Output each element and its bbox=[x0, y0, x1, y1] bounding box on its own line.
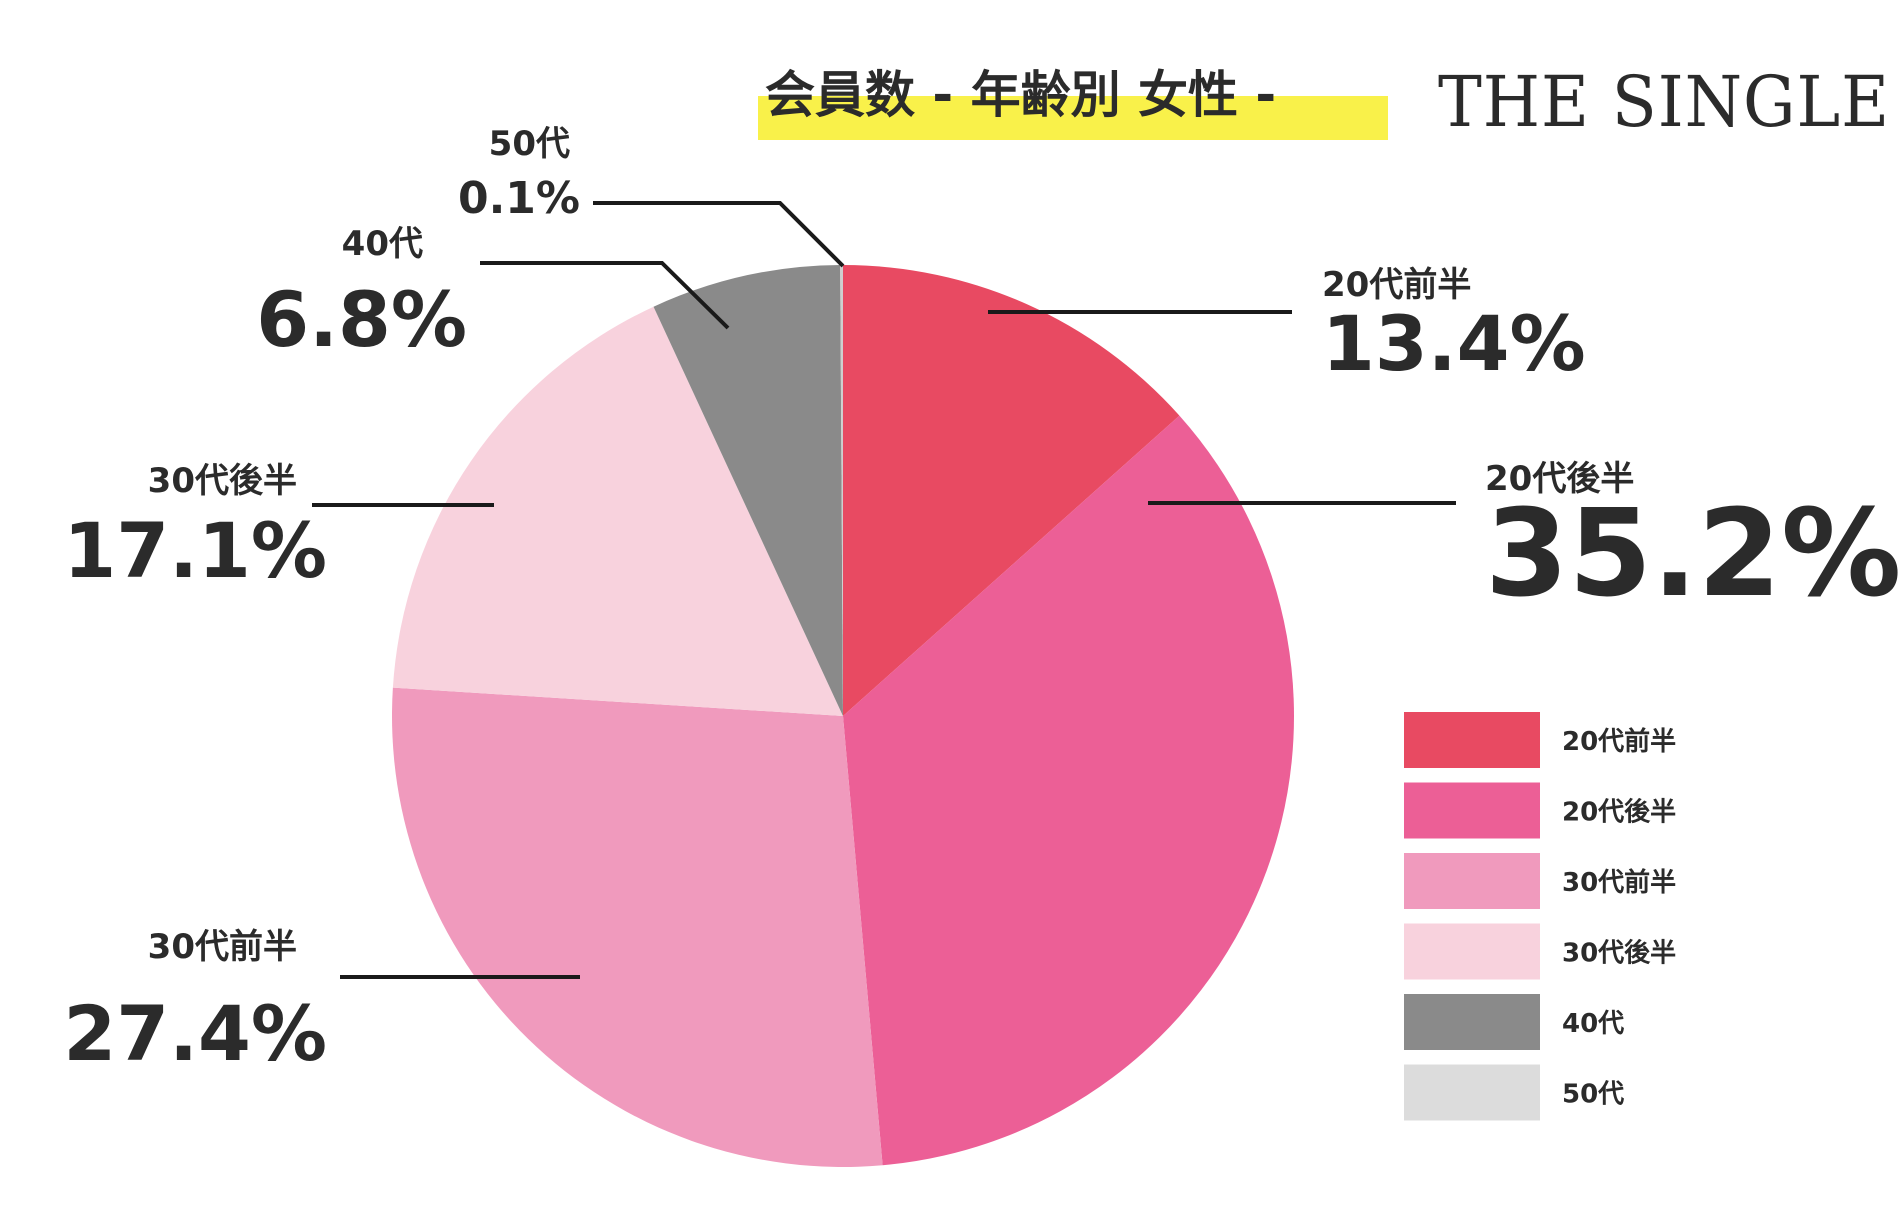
slice-category-label-6: 50代 bbox=[489, 124, 570, 164]
brand-logo: THE SINGLE bbox=[1438, 61, 1890, 143]
slice-value-label-3: 27.4% bbox=[63, 989, 327, 1078]
leader-line-5 bbox=[480, 261, 730, 330]
slice-category-label-1: 20代前半 bbox=[1322, 265, 1471, 305]
leader-lines bbox=[312, 201, 1456, 979]
slice-category-label-5: 40代 bbox=[342, 224, 423, 264]
chart-title: 会員数 - 年齢別 女性 - bbox=[765, 66, 1276, 124]
legend-swatch-1 bbox=[1404, 712, 1540, 768]
slice-value-label-5: 6.8% bbox=[256, 275, 467, 364]
slice-4 bbox=[392, 306, 843, 716]
legend-swatch-3 bbox=[1404, 853, 1540, 909]
slice-value-label-2: 35.2% bbox=[1485, 485, 1901, 624]
slice-5 bbox=[653, 265, 843, 716]
slice-value-label-1: 13.4% bbox=[1322, 299, 1586, 388]
slice-value-label-6: 0.1% bbox=[458, 173, 580, 224]
title-highlight bbox=[758, 96, 1388, 140]
legend-swatch-2 bbox=[1404, 782, 1540, 839]
slice-value-label-4: 17.1% bbox=[63, 506, 327, 595]
legend-swatch-6 bbox=[1404, 1064, 1540, 1121]
slice-category-label-4: 30代後半 bbox=[148, 461, 297, 501]
slice-6 bbox=[840, 265, 843, 716]
legend-label-2: 20代後半 bbox=[1562, 797, 1676, 828]
slice-2 bbox=[843, 415, 1294, 1166]
leader-line-6 bbox=[593, 201, 845, 268]
slice-3 bbox=[392, 687, 883, 1167]
legend-label-4: 30代後半 bbox=[1562, 938, 1676, 969]
slice-1 bbox=[843, 265, 1180, 716]
slice-category-label-3: 30代前半 bbox=[148, 927, 297, 967]
legend-swatch-5 bbox=[1404, 994, 1540, 1050]
slice-category-label-2: 20代後半 bbox=[1485, 459, 1634, 499]
legend-label-5: 40代 bbox=[1562, 1009, 1624, 1039]
pie-chart bbox=[392, 265, 1294, 1167]
legend-label-6: 50代 bbox=[1562, 1080, 1624, 1110]
legend: 20代前半 20代後半 30代前半 30代後半 40代 50代 bbox=[1404, 712, 1676, 1121]
legend-swatch-4 bbox=[1404, 923, 1540, 980]
legend-label-1: 20代前半 bbox=[1562, 726, 1676, 757]
legend-label-3: 30代前半 bbox=[1562, 867, 1676, 898]
slice-labels: 20代前半13.4%20代後半35.2%30代前半27.4%30代後半17.1%… bbox=[63, 124, 1901, 1078]
